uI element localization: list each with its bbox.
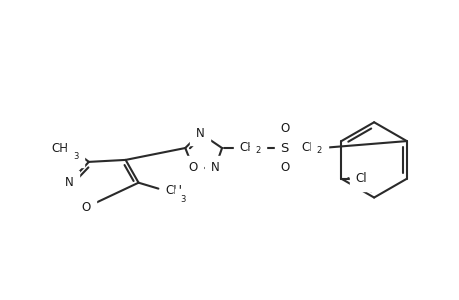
Text: 3: 3 — [180, 195, 185, 204]
Text: 2: 2 — [316, 146, 321, 155]
Text: O: O — [280, 122, 289, 135]
Text: 2: 2 — [255, 146, 260, 155]
Text: O: O — [188, 161, 197, 174]
Text: CH: CH — [300, 140, 317, 154]
Text: N: N — [64, 176, 73, 189]
Text: O: O — [280, 161, 289, 174]
Text: CH: CH — [239, 140, 256, 154]
Text: 3: 3 — [73, 152, 78, 161]
Text: N: N — [196, 127, 204, 140]
Text: CH: CH — [165, 184, 182, 197]
Text: CH: CH — [51, 142, 68, 154]
Text: S: S — [280, 142, 288, 154]
Text: O: O — [81, 201, 90, 214]
Text: N: N — [210, 161, 219, 174]
Text: Cl: Cl — [354, 172, 366, 185]
